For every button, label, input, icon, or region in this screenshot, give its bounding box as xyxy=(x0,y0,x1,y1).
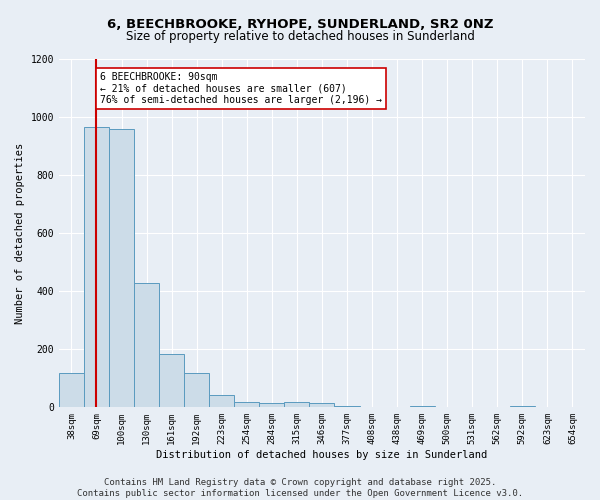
Bar xyxy=(59,372,84,408)
Bar xyxy=(109,128,134,407)
Text: Contains HM Land Registry data © Crown copyright and database right 2025.
Contai: Contains HM Land Registry data © Crown c… xyxy=(77,478,523,498)
X-axis label: Distribution of detached houses by size in Sunderland: Distribution of detached houses by size … xyxy=(157,450,488,460)
Text: 6, BEECHBROOKE, RYHOPE, SUNDERLAND, SR2 0NZ: 6, BEECHBROOKE, RYHOPE, SUNDERLAND, SR2 … xyxy=(107,18,493,30)
Bar xyxy=(284,402,310,407)
Bar xyxy=(334,406,359,407)
Bar xyxy=(510,406,535,407)
Bar xyxy=(410,406,434,407)
Bar xyxy=(184,372,209,408)
Bar xyxy=(84,127,109,408)
Bar xyxy=(209,395,234,407)
Bar xyxy=(159,354,184,408)
Text: 6 BEECHBROOKE: 90sqm
← 21% of detached houses are smaller (607)
76% of semi-deta: 6 BEECHBROOKE: 90sqm ← 21% of detached h… xyxy=(100,72,382,106)
Bar xyxy=(134,282,159,408)
Bar xyxy=(310,404,334,407)
Y-axis label: Number of detached properties: Number of detached properties xyxy=(15,142,25,324)
Text: Size of property relative to detached houses in Sunderland: Size of property relative to detached ho… xyxy=(125,30,475,43)
Bar xyxy=(234,402,259,407)
Bar xyxy=(259,404,284,407)
